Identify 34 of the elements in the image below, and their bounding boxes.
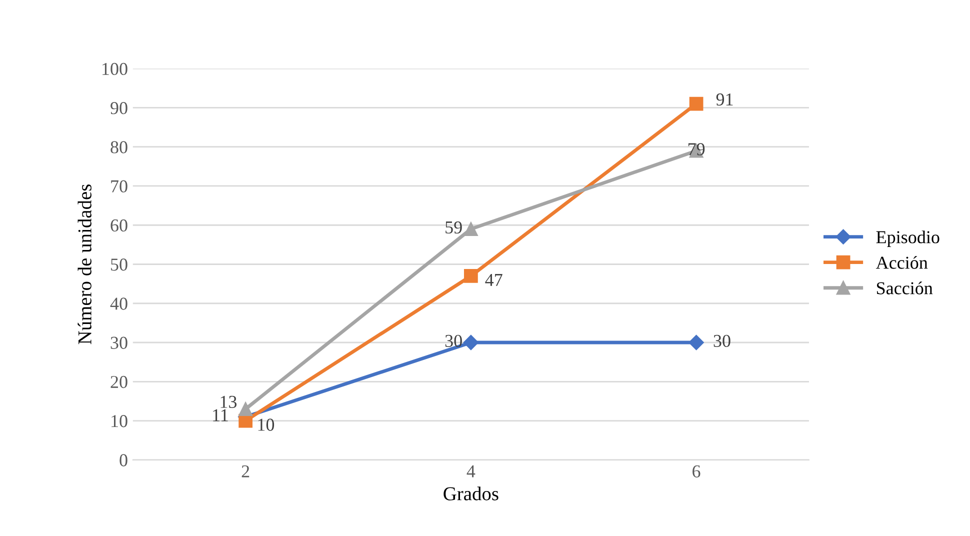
y-tick-label: 90 [110, 102, 128, 114]
data-label: 79 [688, 143, 705, 156]
data-label: 11 [213, 409, 228, 422]
point [689, 96, 704, 111]
y-tick-label: 100 [102, 62, 128, 76]
y-tick-label: 80 [110, 141, 128, 154]
legend-label: Episodio [876, 230, 940, 247]
x-tick-label: 2 [242, 465, 250, 478]
legend-label: Sacción [876, 282, 933, 294]
x-tick-label: 6 [692, 465, 700, 478]
legend-label: Acción [876, 256, 928, 269]
y-tick-label: 70 [111, 180, 128, 192]
point [464, 269, 478, 283]
data-label: 30 [714, 334, 730, 348]
point [688, 334, 704, 350]
y-tick-label: 50 [111, 258, 128, 271]
y-tick-label: 10 [112, 415, 128, 428]
point [238, 402, 253, 416]
data-label: 47 [485, 274, 502, 286]
y-tick-label: 60 [110, 219, 128, 232]
y-tick-label: 0 [120, 454, 128, 466]
x-axis-title: Grados [444, 486, 498, 500]
data-label: 13 [220, 396, 237, 408]
x-tick-label: 4 [466, 465, 476, 478]
point [464, 222, 478, 236]
y-tick-label: 30 [110, 336, 128, 349]
data-label: 30 [445, 334, 462, 348]
data-label: 59 [446, 221, 462, 234]
y-tick-label: 40 [110, 298, 128, 310]
data-label: 10 [258, 418, 274, 431]
data-label: 91 [716, 93, 733, 106]
point [463, 334, 479, 350]
y-axis-title: Número de unidades [78, 184, 92, 344]
y-tick-label: 20 [110, 376, 128, 388]
